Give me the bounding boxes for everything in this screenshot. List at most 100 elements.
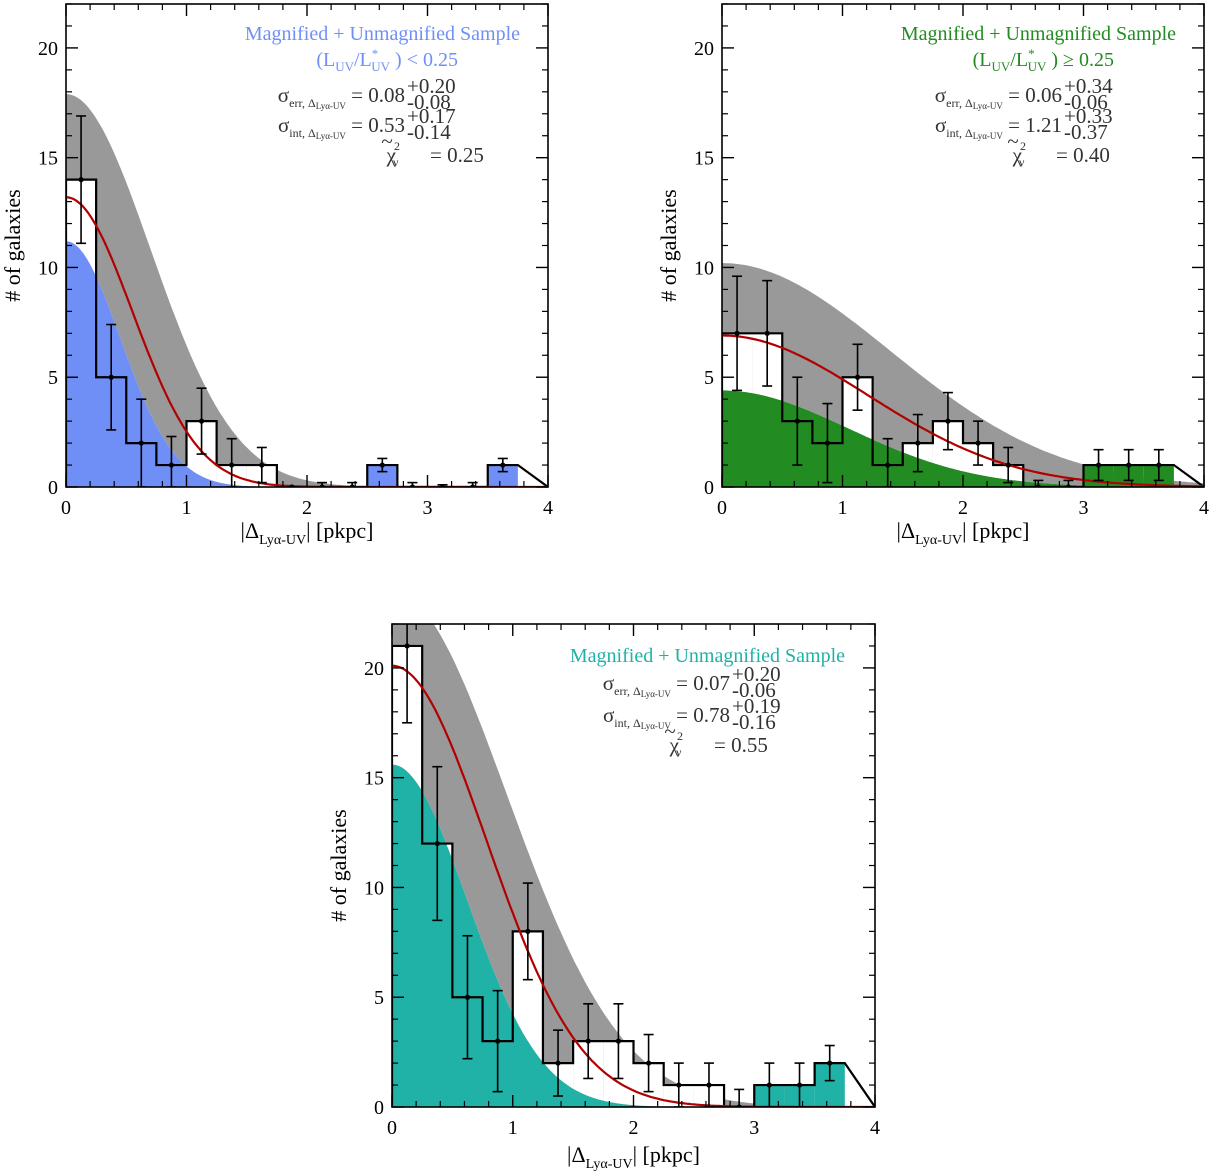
data-point <box>585 1038 591 1044</box>
y-axis-label: # of galaxies <box>0 189 25 301</box>
sigma-err-annotation: σerr, ΔLyα-UV = 0.08 <box>278 83 405 111</box>
chi2-value: = 0.25 <box>430 143 484 167</box>
data-point <box>229 462 235 468</box>
x-tick-label: 0 <box>61 497 71 519</box>
sigma-err-annotation-upper: +0.20 <box>407 74 456 98</box>
y-tick-label: 15 <box>364 768 384 790</box>
data-point <box>764 330 770 336</box>
plot-area <box>66 94 548 487</box>
y-tick-label: 0 <box>704 477 714 499</box>
x-label-delta: |Δ <box>897 518 916 543</box>
x-tick-label: 2 <box>958 497 968 519</box>
sigma-int-annotation-upper: +0.17 <box>407 104 456 128</box>
x-label-delta: |Δ <box>241 518 260 543</box>
data-point <box>945 418 951 424</box>
confidence-band <box>722 263 1204 487</box>
data-point <box>168 462 175 468</box>
y-tick-label: 10 <box>38 257 58 279</box>
histogram-bar-interior <box>512 931 543 1063</box>
sigma-err-annotation-lower: -0.06 <box>732 678 776 702</box>
data-point <box>645 1060 652 1066</box>
x-label-subscript: Lyα-UV <box>259 533 306 548</box>
data-point <box>1005 462 1011 468</box>
x-axis-label: |ΔLyα-UV| [pkpc] <box>241 518 374 548</box>
sigma-err-annotation: σerr, ΔLyα-UV = 0.06 <box>935 83 1062 111</box>
sigma-err-annotation: σerr, ΔLyα-UV = 0.07 <box>603 671 730 699</box>
y-tick-label: 0 <box>374 1097 384 1119</box>
data-point <box>555 1060 561 1066</box>
y-tick-label: 20 <box>38 38 58 60</box>
data-point <box>404 643 410 649</box>
y-tick-label: 5 <box>704 367 714 389</box>
x-axis-label: |ΔLyα-UV| [pkpc] <box>567 1142 700 1172</box>
data-point <box>975 440 981 446</box>
y-axis-label: # of galaxies <box>656 189 681 301</box>
data-point <box>379 462 385 468</box>
sigma-int-annotation-upper: +0.19 <box>732 694 781 718</box>
data-point <box>1126 462 1132 468</box>
panel-subtitle: (LUV/L* UV ) < 0.25 <box>316 46 458 74</box>
data-point <box>706 1082 712 1088</box>
confidence-band <box>66 94 548 487</box>
data-point <box>827 1060 833 1066</box>
chi2-symbol: χ2 ν <box>669 729 683 759</box>
y-tick-label: 5 <box>374 987 384 1009</box>
x-tick-label: 0 <box>717 497 727 519</box>
y-tick-label: 10 <box>694 257 714 279</box>
x-tick-label: 1 <box>508 1117 518 1139</box>
x-tick-label: 3 <box>1079 497 1089 519</box>
y-tick-label: 20 <box>694 38 714 60</box>
lower-fill-region <box>722 390 1204 487</box>
x-tick-label: 2 <box>629 1117 639 1139</box>
y-tick-label: 0 <box>48 477 58 499</box>
data-point <box>854 374 861 380</box>
data-point <box>108 374 114 380</box>
sigma-int-annotation: σint, ΔLyα-UV = 0.53 <box>278 113 405 141</box>
sigma-err-annotation-lower: -0.08 <box>407 90 451 114</box>
sigma-int-annotation-lower: -0.16 <box>732 710 776 734</box>
lower-fill-region <box>66 241 548 487</box>
chi2-tilde: ~ <box>1007 129 1018 153</box>
x-tick-label: 4 <box>543 497 553 519</box>
data-point <box>495 1038 501 1044</box>
sigma-err-annotation-upper: +0.20 <box>732 662 781 686</box>
panel-title: Magnified + Unmagnified Sample <box>901 23 1176 45</box>
data-point <box>794 418 800 424</box>
x-label-units: | [pkpc] <box>306 518 373 543</box>
data-point <box>78 177 84 183</box>
x-label-subscript: Lyα-UV <box>915 533 962 548</box>
data-point <box>464 994 471 1000</box>
x-label-subscript: Lyα-UV <box>586 1157 633 1172</box>
x-label-units: | [pkpc] <box>633 1142 700 1167</box>
chi2-value: = 0.55 <box>714 733 768 757</box>
x-tick-label: 0 <box>387 1117 397 1139</box>
panel-subtitle: (LUV/L* UV ) ≥ 0.25 <box>973 46 1114 74</box>
chart-panel-panel-low-luv: 0 1 2 3 4 0 5 10 15 20 # of galaxies |ΔLyα-UV| [pkp… <box>0 3 553 548</box>
histogram-bar-fill <box>487 465 518 487</box>
y-tick-label: 15 <box>694 148 714 170</box>
x-axis-label: |ΔLyα-UV| [pkpc] <box>897 518 1030 548</box>
sigma-int-annotation-upper: +0.33 <box>1064 104 1113 128</box>
data-point <box>259 462 265 468</box>
x-label-units: | [pkpc] <box>962 518 1029 543</box>
chi2-symbol: χ2 ν <box>386 139 400 169</box>
sigma-int-annotation: σint, ΔLyα-UV = 1.21 <box>935 113 1062 141</box>
data-point <box>615 1038 622 1044</box>
sigma-int-annotation-lower: -0.14 <box>407 120 451 144</box>
data-point <box>500 462 506 468</box>
data-point <box>885 462 891 468</box>
x-tick-label: 1 <box>838 497 848 519</box>
x-label-delta: |Δ <box>567 1142 586 1167</box>
data-point <box>796 1082 803 1088</box>
x-tick-label: 4 <box>870 1117 880 1139</box>
y-tick-label: 10 <box>364 877 384 899</box>
plot-area <box>722 263 1204 487</box>
data-point <box>734 330 740 336</box>
y-axis-label: # of galaxies <box>326 809 351 921</box>
x-tick-label: 1 <box>182 497 192 519</box>
sigma-err-annotation-upper: +0.34 <box>1064 74 1113 98</box>
data-point <box>434 840 440 847</box>
x-tick-label: 3 <box>423 497 433 519</box>
y-tick-label: 5 <box>48 367 58 389</box>
